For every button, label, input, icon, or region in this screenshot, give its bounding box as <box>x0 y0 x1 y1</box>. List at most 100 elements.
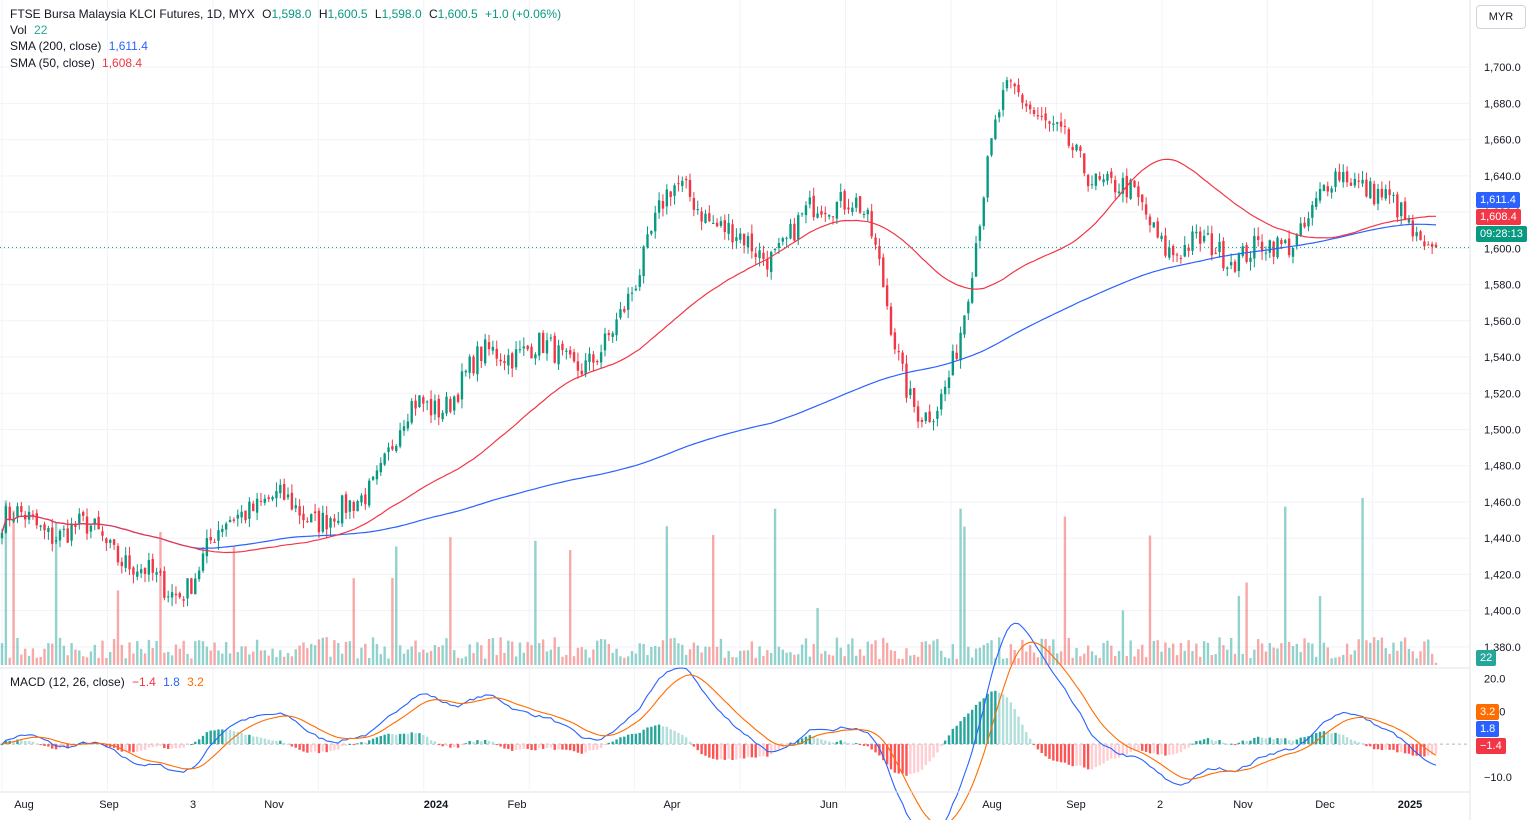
high-label: H <box>318 7 328 21</box>
macd-histogram-bar <box>456 744 460 748</box>
candle <box>584 360 587 374</box>
candle <box>507 355 510 366</box>
candle <box>487 342 491 350</box>
candle <box>402 426 406 431</box>
candle <box>530 346 533 359</box>
macd-histogram-bar <box>352 744 355 746</box>
candle <box>1430 243 1434 247</box>
sma200-legend[interactable]: SMA (200, close) 1,611.4 <box>10 38 148 54</box>
macd-histogram-bar <box>1075 744 1078 766</box>
macd-histogram-bar <box>723 744 726 760</box>
candle <box>1067 129 1070 146</box>
macd-histogram-bar <box>677 732 680 745</box>
volume-bar <box>897 658 900 665</box>
volume-bar <box>371 637 375 665</box>
candle <box>1175 254 1179 256</box>
volume-bar <box>785 652 788 665</box>
volume-bar <box>889 650 893 665</box>
candle <box>1001 90 1005 110</box>
candle <box>1040 115 1043 117</box>
volume-bar <box>244 646 247 665</box>
macd-histogram-bar <box>23 740 27 745</box>
macd-histogram-bar <box>1400 744 1403 752</box>
volume-bar <box>1009 644 1013 665</box>
macd-histogram-bar <box>1121 744 1125 755</box>
volume-bar <box>1001 658 1005 665</box>
volume-bar <box>74 649 77 665</box>
macd-histogram-bar <box>870 744 873 750</box>
y-tick-label: 1,520.0 <box>1484 388 1521 400</box>
macd-histogram-bar <box>735 744 738 760</box>
macd-histogram-bar <box>503 744 506 749</box>
currency-button[interactable]: MYR <box>1476 5 1526 29</box>
macd-histogram-bar <box>1110 744 1113 759</box>
volume-bar <box>1206 642 1210 665</box>
volume-bar <box>1318 596 1322 665</box>
macd-histogram-bar <box>294 744 297 748</box>
volume-bar <box>1287 642 1291 665</box>
volume-bar <box>151 648 154 665</box>
sma50-legend[interactable]: SMA (50, close) 1,608.4 <box>10 55 142 71</box>
y-tick-label: 1,600.0 <box>1484 243 1521 255</box>
macd-histogram-bar <box>151 744 154 748</box>
volume-bar <box>317 639 321 665</box>
volume-legend[interactable]: Vol 22 <box>10 22 47 38</box>
macd-histogram-bar <box>1295 739 1299 745</box>
candle <box>924 412 927 422</box>
candle <box>592 354 595 363</box>
candle <box>294 505 297 509</box>
macd-histogram-bar <box>654 725 657 745</box>
volume-bar <box>1090 651 1094 665</box>
candle <box>1380 188 1384 198</box>
candle <box>638 275 641 287</box>
volume-bar <box>1191 651 1194 665</box>
volume-bar <box>1086 645 1090 665</box>
volume-bar <box>23 648 27 665</box>
candle <box>236 514 239 519</box>
candle <box>337 520 340 523</box>
volume-bar <box>514 656 518 665</box>
volume-bar <box>1083 653 1086 665</box>
candle <box>518 349 522 351</box>
candle <box>1257 236 1260 240</box>
volume-bar <box>483 658 487 665</box>
candle <box>750 233 754 252</box>
volume-bar <box>1365 640 1368 665</box>
macd-histogram-bar <box>526 744 529 749</box>
volume-bar <box>337 643 340 665</box>
macd-histogram-bar <box>368 740 371 745</box>
candle <box>959 332 962 361</box>
candle <box>1059 121 1063 127</box>
volume-bar <box>619 656 622 665</box>
macd-histogram-bar <box>1249 740 1252 745</box>
volume-bar <box>1369 642 1372 665</box>
candle <box>213 541 216 543</box>
candle <box>54 540 58 542</box>
candle <box>746 236 750 248</box>
macd-histogram-bar <box>712 744 715 759</box>
volume-bar <box>1028 644 1032 665</box>
volume-label: Vol <box>10 23 27 37</box>
candle <box>224 523 228 530</box>
candle <box>835 201 839 219</box>
macd-histogram-bar <box>1276 738 1279 745</box>
candle <box>858 196 862 213</box>
macd-histogram-bar <box>275 740 278 745</box>
macd-histogram-bar <box>1407 744 1411 754</box>
candle <box>395 445 398 452</box>
macd-histogram-bar <box>692 744 696 747</box>
candle <box>360 495 363 503</box>
candle <box>723 220 726 232</box>
macd-histogram-bar <box>437 744 440 746</box>
macd-histogram-bar <box>514 744 518 750</box>
macd-legend[interactable]: MACD (12, 26, close) −1.4 1.8 3.2 <box>10 674 204 690</box>
volume-bar <box>491 638 495 665</box>
volume-bar <box>47 642 50 665</box>
candle <box>491 346 495 351</box>
volume-bar <box>1253 649 1256 665</box>
volume-bar <box>924 641 927 665</box>
macd-histogram-bar <box>611 741 614 745</box>
macd-histogram-bar <box>932 744 935 758</box>
